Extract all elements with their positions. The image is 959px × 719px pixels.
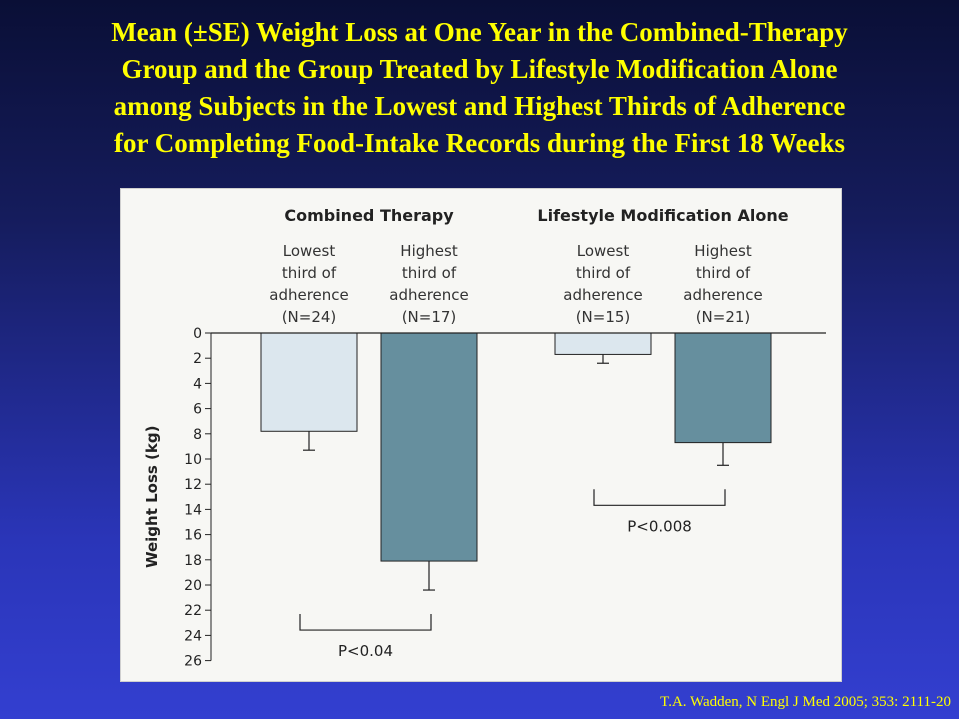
y-tick-label: 18 (184, 553, 202, 569)
bar-category-label: (N=24) (282, 308, 337, 326)
y-tick-label: 26 (184, 654, 202, 670)
group-label: Combined Therapy (284, 206, 454, 225)
y-tick-label: 2 (193, 351, 202, 367)
bar-category-label: adherence (563, 286, 643, 304)
bar-category-label: adherence (683, 286, 763, 304)
chart-panel: 0 2 4 6 8 10 12 14 16 18 20 22 24 26 Weight Loss (kg) C… (120, 188, 842, 682)
bar-category-label: Highest (400, 242, 458, 260)
group-label: Lifestyle Modification Alone (537, 206, 788, 225)
slide-title: Mean (±SE) Weight Loss at One Year in th… (0, 14, 959, 162)
bar-category-label: (N=17) (402, 308, 457, 326)
bar-category-label: Lowest (283, 242, 336, 260)
bar-category-label: adherence (389, 286, 469, 304)
bar (260, 332, 358, 432)
p-value-label: P<0.008 (627, 517, 692, 535)
title-line: Mean (±SE) Weight Loss at One Year in th… (111, 17, 848, 47)
bar-category-label: Highest (694, 242, 752, 260)
y-tick-label: 0 (193, 326, 202, 342)
bar-category-label: third of (696, 264, 751, 282)
bar (554, 332, 652, 355)
y-tick-label: 24 (184, 628, 202, 644)
significance-bracket (593, 489, 726, 506)
y-tick-label: 4 (193, 376, 202, 392)
y-tick-label: 20 (184, 578, 202, 594)
bar-category-label: adherence (269, 286, 349, 304)
bar-category-label: Lowest (577, 242, 630, 260)
bar-category-label: (N=21) (696, 308, 751, 326)
y-tick-label: 6 (193, 402, 202, 418)
y-tick-label: 10 (184, 452, 202, 468)
p-value-label: P<0.04 (338, 642, 393, 660)
bar-category-label: third of (402, 264, 457, 282)
y-axis-title: Weight Loss (kg) (143, 426, 161, 569)
title-line: Group and the Group Treated by Lifestyle… (121, 54, 838, 84)
bar-category-label: third of (576, 264, 631, 282)
y-tick-label: 12 (184, 477, 202, 493)
bar (674, 332, 772, 444)
significance-bracket (299, 614, 432, 631)
y-tick-label: 22 (184, 603, 202, 619)
bar-category-label: third of (282, 264, 337, 282)
bar-category-label: (N=15) (576, 308, 631, 326)
citation: T.A. Wadden, N Engl J Med 2005; 353: 211… (660, 694, 951, 710)
title-line: for Completing Food-Intake Records durin… (114, 128, 845, 158)
title-line: among Subjects in the Lowest and Highest… (113, 91, 846, 121)
y-tick-label: 14 (184, 502, 202, 518)
y-tick-label: 16 (184, 528, 202, 544)
bar (380, 332, 478, 562)
y-tick-label: 8 (193, 427, 202, 443)
